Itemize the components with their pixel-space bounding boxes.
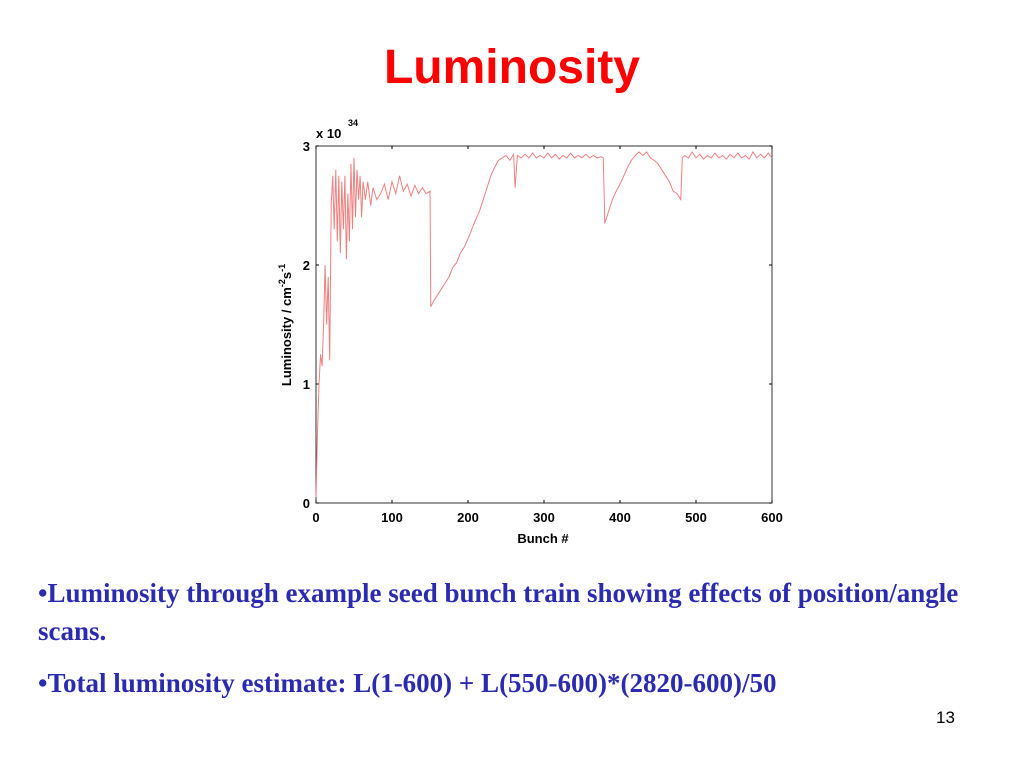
plot-frame — [315, 145, 773, 504]
x-tick-label: 100 — [381, 510, 403, 525]
x-tick-label: 400 — [609, 510, 631, 525]
x-tick-label: 500 — [685, 510, 707, 525]
y-axis-label: Luminosity / cm-2s-1 — [277, 264, 294, 386]
y-tick-label: 1 — [303, 377, 310, 392]
slide-title: Luminosity — [383, 41, 640, 94]
series-line — [315, 150, 773, 498]
x-tick-label: 600 — [761, 510, 783, 525]
y-tick-label: 0 — [303, 496, 310, 511]
x-axis-label: Bunch # — [517, 531, 569, 546]
bullet-item: •Luminosity through example seed bunch t… — [38, 578, 959, 646]
x-tick-label: 300 — [533, 510, 555, 525]
page-number: 13 — [936, 708, 955, 727]
y-axis-label-part: s — [279, 272, 294, 279]
x-tick-label: 0 — [312, 510, 319, 525]
axis-multiplier-base: x 10 — [316, 126, 341, 141]
bullet-item: •Total luminosity estimate: L(1-600) + L… — [38, 668, 777, 698]
y-axis-label-exp: -1 — [277, 264, 287, 272]
y-axis-label-part: Luminosity / cm — [279, 287, 294, 386]
plot-area: 0 100 200 300 400 500 600 0 1 2 3 — [303, 139, 783, 525]
bullet-list: •Luminosity through example seed bunch t… — [38, 574, 988, 716]
y-tick-label: 2 — [303, 258, 310, 273]
y-axis-label-exp: -2 — [277, 279, 287, 287]
y-tick-label: 3 — [303, 139, 310, 154]
axis-multiplier-exponent: 34 — [348, 118, 358, 128]
x-tick-label: 200 — [457, 510, 479, 525]
